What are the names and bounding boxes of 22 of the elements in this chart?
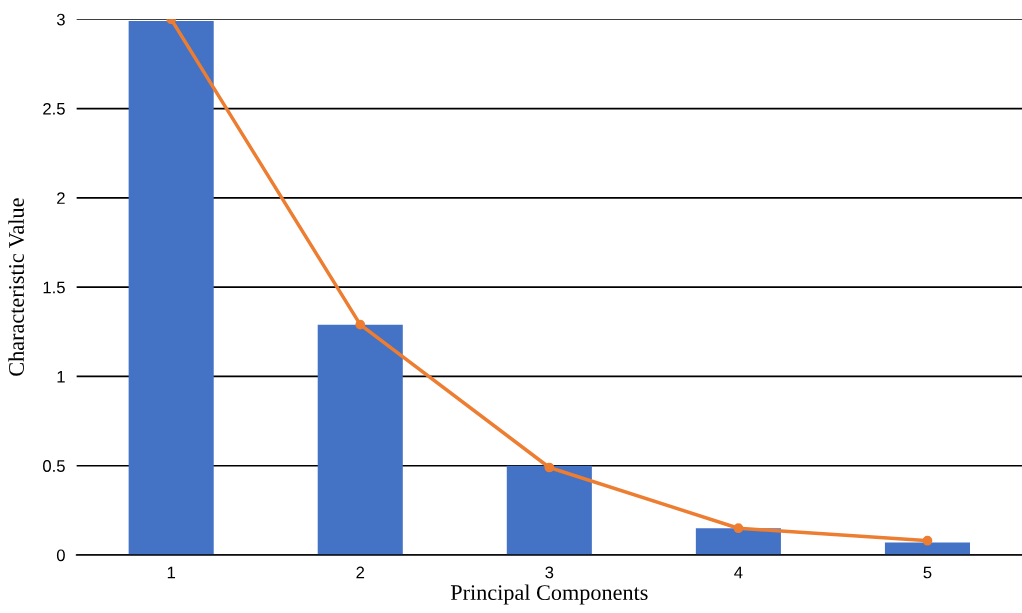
y-tick-label: 0: [56, 549, 65, 562]
bar: [506, 465, 592, 556]
x-tick-label: 3: [545, 566, 554, 579]
y-axis-title: Characteristic Value: [8, 198, 25, 376]
y-tick-label: 1.5: [43, 281, 65, 294]
point: [544, 462, 555, 473]
x-tick-label: 2: [356, 566, 365, 579]
point: [733, 523, 744, 534]
y-tick-label: 1: [57, 371, 65, 383]
x-tick-label: 5: [923, 566, 932, 579]
bar: [317, 324, 403, 556]
bar: [695, 528, 781, 556]
bar: [128, 21, 214, 556]
point: [355, 319, 366, 330]
x-tick-label: 1: [167, 566, 176, 579]
y-tick-label: 0.5: [43, 460, 65, 472]
y-tick-label: 2.5: [43, 102, 65, 115]
x-axis-title: Principal Components: [450, 584, 648, 605]
x-tick-label: 4: [734, 566, 743, 579]
y-tick-label: 3: [56, 13, 65, 26]
point: [922, 535, 933, 546]
y-tick-label: 2: [57, 192, 65, 204]
